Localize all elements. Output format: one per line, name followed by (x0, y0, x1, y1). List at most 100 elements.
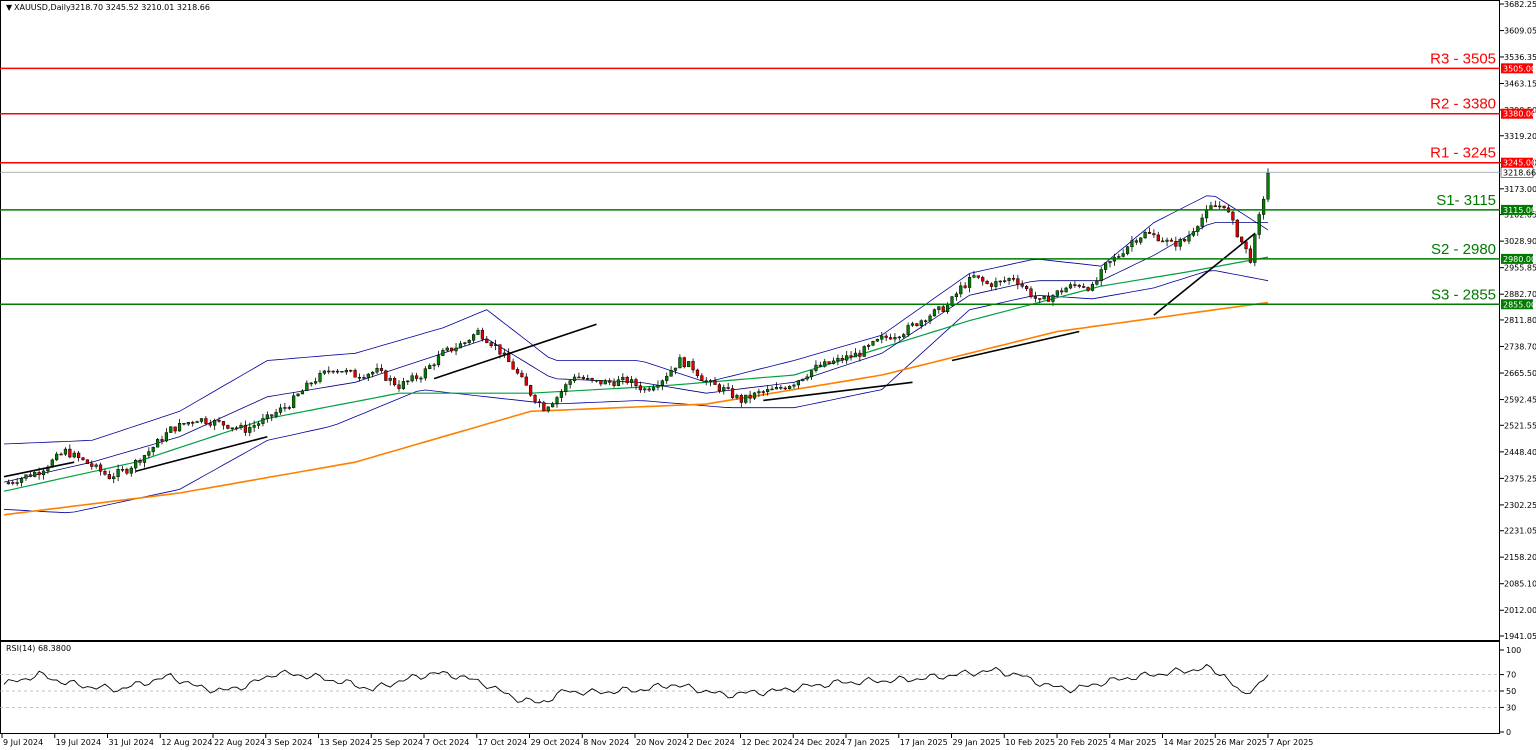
candle-body (1108, 260, 1112, 264)
candle-body (252, 425, 256, 428)
candle-body (401, 381, 405, 389)
candle-body (981, 277, 985, 282)
time-tick-label: 10 Feb 2025 (1005, 738, 1055, 747)
candle-body (239, 424, 243, 429)
candle-body (493, 344, 498, 346)
candle-body (327, 370, 331, 373)
candle-body (1007, 278, 1011, 281)
candle-body (875, 339, 879, 342)
candle-body (1064, 287, 1068, 293)
candle-body (608, 380, 612, 383)
candle-body (1240, 236, 1244, 243)
candle-body (1104, 262, 1108, 270)
candle-body (472, 334, 476, 341)
price-tag (1500, 167, 1534, 178)
candle-body (533, 394, 537, 402)
candle-body (1020, 284, 1024, 287)
candle-body (186, 422, 190, 425)
candle-body (1196, 226, 1200, 232)
candle-body (63, 448, 68, 455)
candle-body (287, 407, 291, 409)
time-tick-label: 19 Jul 2024 (56, 738, 101, 747)
candle-body (959, 285, 963, 295)
candle-body (11, 482, 15, 484)
candle-body (700, 375, 704, 381)
candle-body (656, 385, 660, 388)
candle-body (678, 357, 682, 369)
candle-body (1143, 231, 1147, 239)
candle-body (41, 470, 46, 476)
price-tick-label: 3319.20 (1504, 132, 1536, 141)
candle-body (621, 376, 625, 381)
candle-body (274, 412, 278, 417)
candle-body (1235, 219, 1239, 238)
price-tick-label: 2521.55 (1504, 421, 1536, 430)
candle-body (537, 401, 542, 403)
time-tick-label: 20 Nov 2024 (636, 738, 687, 747)
candle-body (871, 340, 875, 346)
candle-body (24, 474, 28, 479)
candle-body (33, 472, 37, 477)
level-label-resistance: R3 - 3505 (1430, 50, 1496, 67)
candle-body (840, 357, 844, 361)
candle-body (436, 355, 441, 366)
candle-body (594, 380, 599, 382)
candle-body (1121, 253, 1125, 257)
candle-body (213, 420, 217, 426)
candle-body (1156, 234, 1160, 242)
candle-body (858, 352, 862, 357)
candle-body (691, 361, 695, 371)
candle-body (1134, 240, 1138, 243)
rsi-tick-label: 0 (1506, 728, 1511, 737)
candle-body (524, 376, 528, 386)
candle-body (182, 422, 186, 425)
candle-body (81, 457, 85, 460)
candle-body (283, 407, 287, 409)
price-tick-label: 2882.70 (1504, 290, 1536, 299)
time-tick-label: 29 Oct 2024 (531, 738, 580, 747)
candle-body (138, 460, 142, 463)
candle-body (915, 323, 919, 327)
candle-body (739, 395, 743, 403)
candle-body (1016, 278, 1020, 285)
bollinger-upper-line (3, 195, 1269, 445)
candle-body (1183, 239, 1187, 242)
candle-body (818, 364, 822, 367)
candle-body (801, 378, 805, 381)
time-tick-label: 4 Mar 2025 (1111, 738, 1157, 747)
candle-body (897, 336, 901, 339)
candle-body (77, 452, 81, 458)
candle-body (1147, 231, 1152, 234)
candle-body (603, 380, 607, 385)
price-tag-label: 3115.00 (1503, 206, 1536, 215)
candle-body (902, 334, 906, 338)
candle-body (414, 375, 419, 379)
candle-body (1161, 240, 1165, 243)
candle-body (445, 347, 449, 351)
candle-body (353, 370, 357, 378)
candle-body (1262, 198, 1266, 215)
chart-arrow-icon[interactable]: ▼ (6, 3, 13, 12)
candle-body (300, 390, 305, 395)
rsi-axis: 100 70 50 30 0 (1500, 646, 1521, 737)
candle-body (946, 305, 950, 312)
trendline (433, 323, 597, 380)
candle-body (651, 387, 656, 391)
candle-body (485, 338, 489, 343)
candle-body (862, 346, 866, 357)
candle-body (305, 382, 309, 392)
ma-slow-line (3, 301, 1269, 516)
price-tag (1501, 204, 1533, 215)
candle-body (1099, 269, 1103, 282)
candle-body (160, 439, 164, 442)
candle-body (625, 376, 629, 383)
level-label-support: S3 - 2855 (1431, 286, 1496, 303)
candle-body (713, 380, 717, 385)
candle-body (1191, 231, 1195, 236)
candle-body (994, 281, 998, 287)
rsi-tick-label: 100 (1506, 646, 1521, 655)
candle-body (397, 384, 401, 389)
candle-body (19, 478, 24, 483)
candle-body (15, 482, 19, 484)
